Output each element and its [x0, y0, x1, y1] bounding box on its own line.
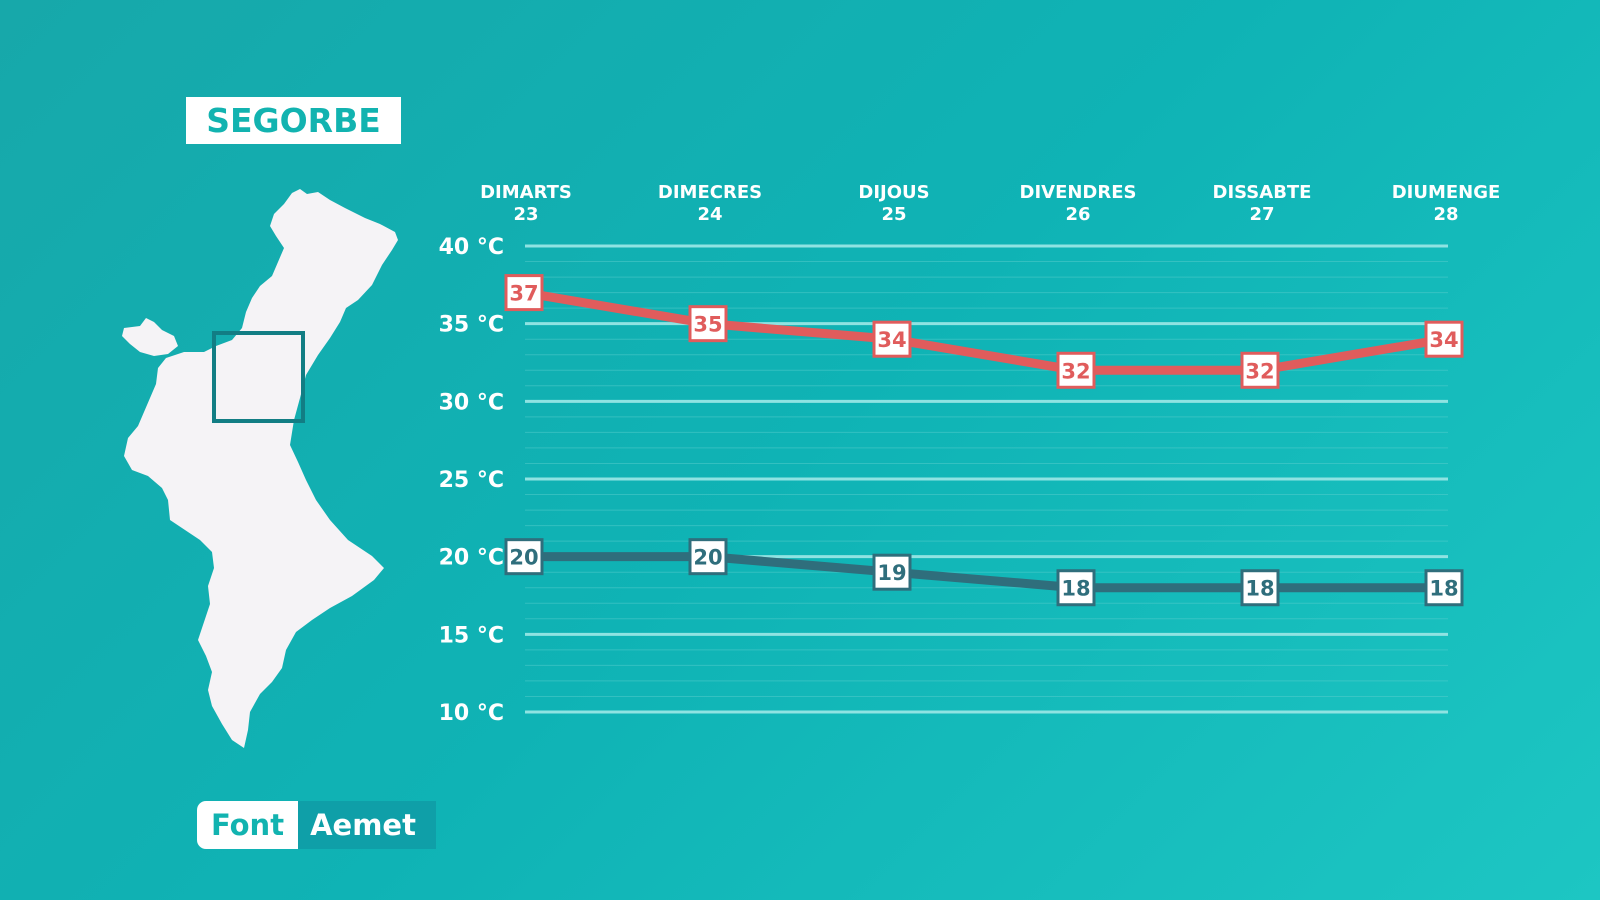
- x-date-label: 28: [1433, 204, 1458, 225]
- x-date-label: 25: [881, 204, 906, 225]
- data-point: 20: [688, 538, 728, 576]
- data-value-label: 34: [1429, 328, 1458, 352]
- y-tick-label: 10 °C: [439, 701, 504, 726]
- valencia-region-shape: [124, 189, 398, 748]
- data-point-marker: [504, 274, 544, 312]
- x-date-label: 26: [1065, 204, 1090, 225]
- data-point-marker: [504, 538, 544, 576]
- data-point: 35: [688, 305, 728, 343]
- x-day-label: DIVENDRES: [1020, 182, 1137, 203]
- data-point: 18: [1056, 569, 1096, 607]
- data-point: 18: [1424, 569, 1464, 607]
- data-point: 19: [872, 553, 912, 591]
- x-day-label: DIMARTS: [480, 182, 572, 203]
- series-points: 37 35 34 32 32 34 20 20 19 18 18 18: [504, 274, 1464, 607]
- data-point: 34: [872, 320, 912, 358]
- data-point-marker: [688, 305, 728, 343]
- data-value-label: 32: [1245, 359, 1274, 383]
- minor-gridlines: [525, 261, 1448, 697]
- y-tick-label: 25 °C: [439, 468, 504, 493]
- location-title: SEGORBE: [186, 97, 401, 144]
- source-label: Font: [197, 801, 299, 849]
- x-day-label: DIJOUS: [858, 182, 929, 203]
- y-tick-label: 15 °C: [439, 623, 504, 648]
- y-tick-label: 20 °C: [439, 546, 504, 571]
- data-value-label: 18: [1061, 577, 1090, 601]
- y-axis-ticks: 10 °C 15 °C 20 °C 25 °C 30 °C 35 °C 40 °C: [439, 235, 504, 726]
- source-credit: Font Aemet: [197, 801, 436, 849]
- data-value-label: 18: [1245, 577, 1274, 601]
- data-value-label: 35: [693, 313, 722, 337]
- data-point-marker: [1056, 569, 1096, 607]
- rincon-de-ademuz-shape: [122, 318, 178, 356]
- x-date-label: 23: [513, 204, 538, 225]
- data-value-label: 34: [877, 328, 906, 352]
- data-point-marker: [872, 320, 912, 358]
- data-point: 32: [1056, 351, 1096, 389]
- data-point: 37: [504, 274, 544, 312]
- series-line: [519, 552, 1449, 593]
- data-point: 34: [1424, 320, 1464, 358]
- y-tick-label: 40 °C: [439, 235, 504, 260]
- x-day-label: DISSABTE: [1213, 182, 1312, 203]
- x-day-label: DIUMENGE: [1392, 182, 1501, 203]
- data-point-marker: [1424, 320, 1464, 358]
- source-value: Aemet: [298, 801, 436, 849]
- data-point-marker: [1424, 569, 1464, 607]
- data-value-label: 20: [509, 546, 538, 570]
- valencia-region-map-icon: [122, 189, 398, 748]
- x-day-label: DIMECRES: [658, 182, 762, 203]
- data-value-label: 37: [509, 282, 538, 306]
- data-value-label: 19: [877, 561, 906, 585]
- data-point-marker: [1240, 569, 1280, 607]
- x-date-label: 24: [697, 204, 722, 225]
- y-tick-label: 30 °C: [439, 390, 504, 415]
- data-point-marker: [1240, 351, 1280, 389]
- data-point: 32: [1240, 351, 1280, 389]
- data-point-marker: [1056, 351, 1096, 389]
- data-point: 20: [504, 538, 544, 576]
- y-tick-label: 35 °C: [439, 313, 504, 338]
- data-value-label: 18: [1429, 577, 1458, 601]
- data-point: 18: [1240, 569, 1280, 607]
- series-line: [519, 288, 1449, 375]
- major-gridlines: [525, 244, 1448, 714]
- data-point-marker: [872, 553, 912, 591]
- data-value-label: 20: [693, 546, 722, 570]
- series-lines: [519, 288, 1449, 593]
- data-point-marker: [688, 538, 728, 576]
- data-value-label: 32: [1061, 359, 1090, 383]
- x-date-label: 27: [1249, 204, 1274, 225]
- segorbe-area-marker: [212, 331, 305, 423]
